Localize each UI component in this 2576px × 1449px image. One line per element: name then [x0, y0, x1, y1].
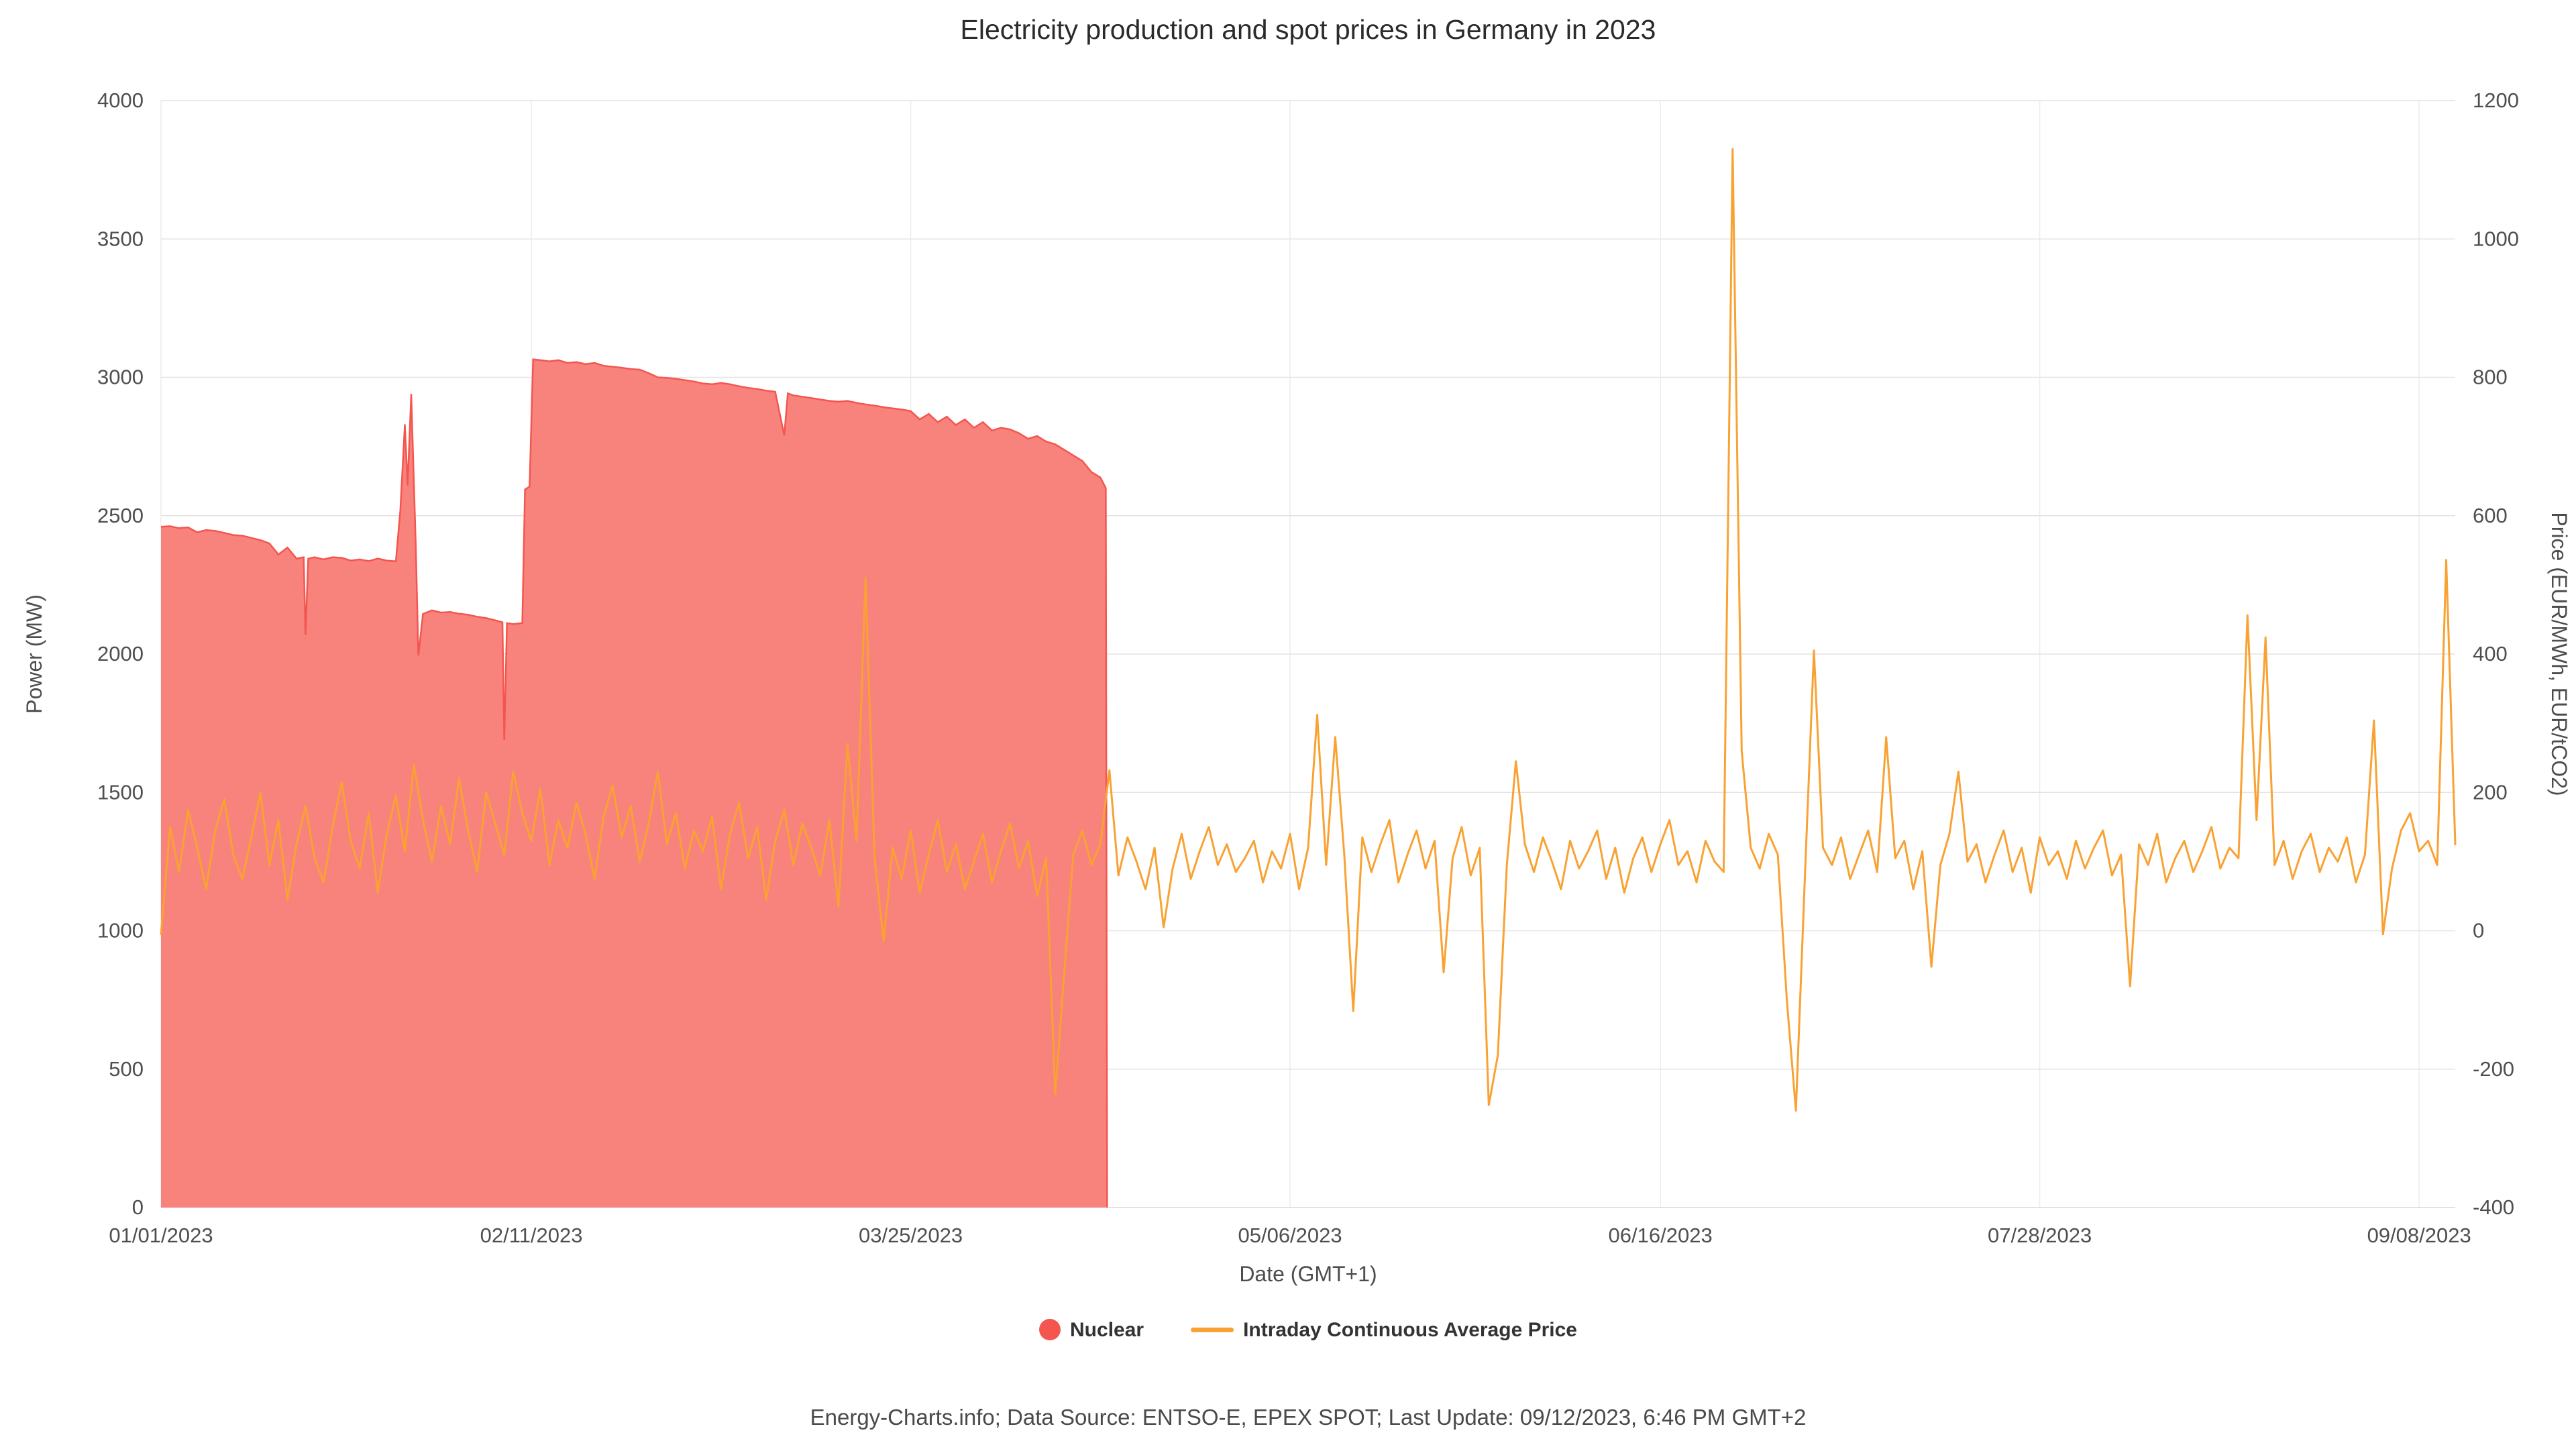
y-right-tick-label: 400 — [2473, 642, 2508, 665]
x-tick-label: 07/28/2023 — [1988, 1224, 2092, 1247]
x-tick-label: 01/01/2023 — [109, 1224, 213, 1247]
y-right-tick-label: -200 — [2473, 1057, 2514, 1081]
y-left-tick-label: 4000 — [97, 89, 144, 112]
y-right-tick-label: 600 — [2473, 504, 2508, 527]
y-left-tick-label: 2000 — [97, 642, 144, 665]
nuclear-legend-dot-icon — [1039, 1319, 1061, 1340]
chart-title: Electricity production and spot prices i… — [961, 14, 1656, 45]
legend-item-price[interactable]: Intraday Continuous Average Price — [1191, 1319, 1577, 1341]
y-left-tick-label: 3000 — [97, 366, 144, 389]
legend: Nuclear Intraday Continuous Average Price — [1039, 1319, 1577, 1341]
x-tick-label: 05/06/2023 — [1238, 1224, 1342, 1247]
axis-tick-labels: 01/01/2023 02/11/2023 03/25/2023 05/06/2023… — [97, 89, 2519, 1247]
y-left-tick-label: 500 — [109, 1057, 144, 1081]
y-right-tick-label: 0 — [2473, 919, 2484, 943]
y-left-tick-label: 0 — [132, 1195, 144, 1219]
x-tick-label: 02/11/2023 — [480, 1224, 583, 1247]
y-right-tick-label: 800 — [2473, 366, 2508, 389]
y-right-tick-label: 1200 — [2473, 89, 2519, 112]
series-layer — [160, 148, 2457, 1208]
legend-item-label: Intraday Continuous Average Price — [1243, 1319, 1577, 1341]
y-axis-title-right: Price (EUR/MWh, EUR/tCO2) — [2547, 512, 2571, 796]
y-left-tick-label: 3500 — [97, 227, 144, 250]
legend-item-label: Nuclear — [1070, 1319, 1144, 1341]
price-line-series — [160, 148, 2457, 1112]
legend-item-nuclear[interactable]: Nuclear — [1039, 1319, 1144, 1341]
y-right-tick-label: 200 — [2473, 780, 2508, 804]
nuclear-area-edge — [160, 358, 1108, 1208]
x-tick-label: 03/25/2023 — [859, 1224, 963, 1247]
nuclear-area-series — [161, 359, 1108, 1208]
y-axis-title-left: Power (MW) — [22, 594, 46, 714]
footer-attribution: Energy-Charts.info; Data Source: ENTSO-E… — [810, 1405, 1807, 1430]
price-legend-line-icon — [1191, 1328, 1234, 1332]
y-left-tick-label: 2500 — [97, 504, 144, 527]
y-right-tick-label: 1000 — [2473, 227, 2519, 250]
x-tick-label: 06/16/2023 — [1609, 1224, 1713, 1247]
y-right-tick-label: -400 — [2473, 1195, 2514, 1219]
x-axis-title: Date (GMT+1) — [1239, 1262, 1377, 1286]
y-left-tick-label: 1000 — [97, 919, 144, 943]
y-left-tick-label: 1500 — [97, 780, 144, 804]
x-tick-label: 09/08/2023 — [2367, 1224, 2471, 1247]
